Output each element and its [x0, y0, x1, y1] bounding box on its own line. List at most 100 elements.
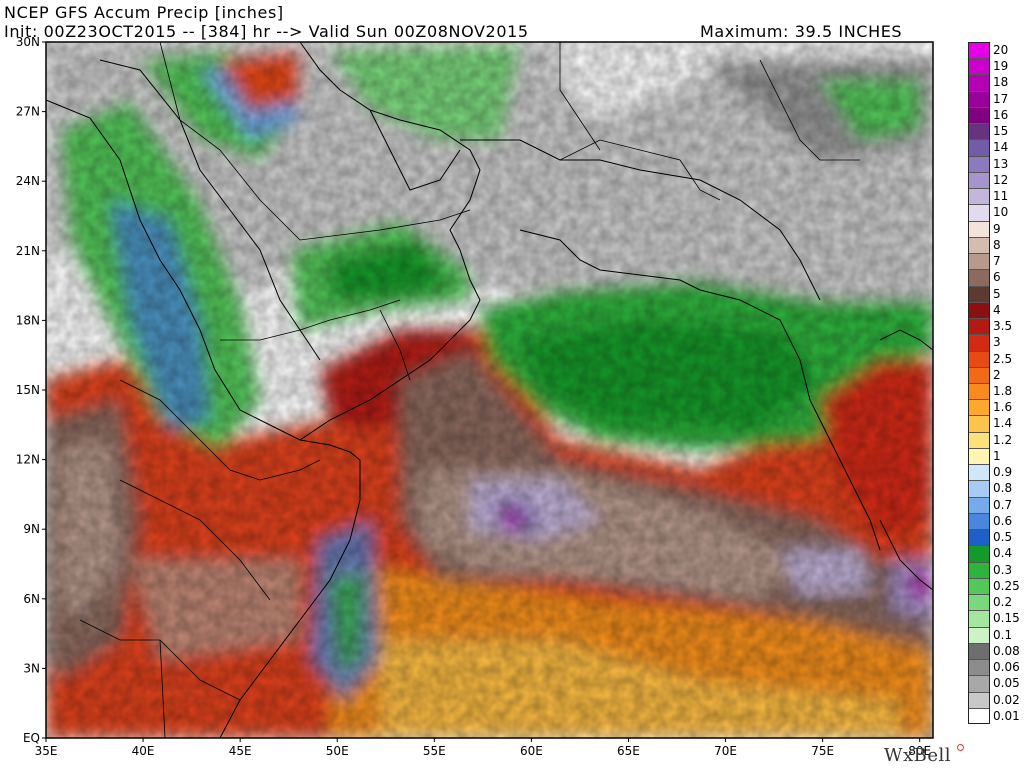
colorbar-label: 5 — [993, 286, 1001, 301]
colorbar-level: 9 — [968, 220, 1024, 237]
colorbar-swatch — [968, 626, 990, 643]
colorbar-level: 8 — [968, 236, 1024, 254]
lon-label: 35E — [35, 744, 58, 758]
lon-label: 45E — [229, 744, 252, 758]
lon-label: 75E — [811, 744, 834, 758]
colorbar-swatch — [968, 399, 990, 416]
colorbar-swatch — [968, 529, 990, 546]
lat-label: 18N — [16, 313, 40, 327]
colorbar-level: 12 — [968, 171, 1024, 189]
colorbar-label: 12 — [993, 172, 1009, 187]
colorbar-label: 0.05 — [993, 676, 1020, 691]
colorbar-label: 0.6 — [993, 513, 1013, 528]
colorbar-swatch — [968, 512, 990, 530]
lat-label: 24N — [16, 174, 40, 188]
colorbar-level: 4 — [968, 301, 1024, 319]
colorbar-level: 3 — [968, 334, 1024, 351]
colorbar-level: 0.08 — [968, 642, 1024, 660]
colorbar-label: 0.3 — [993, 562, 1013, 577]
colorbar-swatch — [968, 301, 990, 319]
colorbar-swatch — [968, 545, 990, 562]
lon-label: 50E — [326, 744, 349, 758]
political-borders — [79, 41, 860, 739]
colorbar-level: 0.25 — [968, 577, 1024, 595]
colorbar-level: 0.6 — [968, 512, 1024, 530]
colorbar-swatch — [968, 383, 990, 400]
colorbar-swatch — [968, 188, 990, 205]
colorbar-label: 15 — [993, 124, 1009, 139]
colorbar-swatch — [968, 285, 990, 302]
coastlines — [45, 41, 934, 739]
logo-mark-icon — [957, 744, 964, 751]
colorbar-swatch — [968, 480, 990, 497]
lat-label: EQ — [23, 731, 40, 745]
colorbar-level: 0.15 — [968, 610, 1024, 627]
colorbar-label: 1 — [993, 448, 1001, 463]
colorbar-label: 0.4 — [993, 546, 1013, 561]
colorbar-label: 0.1 — [993, 627, 1013, 642]
colorbar-swatch — [968, 123, 990, 140]
lon-label: 40E — [132, 744, 155, 758]
colorbar-swatch — [968, 415, 990, 432]
colorbar-level: 0.3 — [968, 561, 1024, 578]
precip-field — [46, 42, 933, 738]
colorbar-label: 0.06 — [993, 660, 1020, 675]
maximum-label: Maximum: 39.5 INCHES — [700, 22, 903, 41]
colorbar-label: 0.01 — [993, 708, 1020, 723]
colorbar-level: 20 — [968, 42, 1024, 59]
lat-label: 27N — [16, 105, 40, 119]
colorbar-label: 14 — [993, 140, 1009, 155]
init-valid-line: Init: 00Z23OCT2015 -- [384] hr --> Valid… — [4, 22, 529, 41]
colorbar: 20 19 18 17 16 15 14 13 12 11 10 9 8 7 6 5 4 3.5 3 2.5 2 1.8 1… — [968, 42, 1024, 724]
colorbar-level: 2 — [968, 366, 1024, 383]
colorbar-level: 3.5 — [968, 318, 1024, 335]
colorbar-level: 1.4 — [968, 415, 1024, 432]
colorbar-level: 0.4 — [968, 545, 1024, 562]
colorbar-label: 10 — [993, 205, 1009, 220]
colorbar-swatch — [968, 42, 990, 59]
colorbar-level: 1 — [968, 447, 1024, 465]
colorbar-label: 0.9 — [993, 465, 1013, 480]
colorbar-level: 11 — [968, 188, 1024, 205]
colorbar-swatch — [968, 447, 990, 465]
colorbar-level: 16 — [968, 106, 1024, 124]
lat-label: 3N — [23, 661, 40, 675]
colorbar-label: 17 — [993, 91, 1009, 106]
colorbar-level: 0.01 — [968, 707, 1024, 724]
colorbar-swatch — [968, 366, 990, 383]
colorbar-label: 13 — [993, 156, 1009, 171]
colorbar-swatch — [968, 594, 990, 611]
lat-label: 6N — [23, 592, 40, 606]
colorbar-label: 0.15 — [993, 611, 1020, 626]
colorbar-label: 0.08 — [993, 643, 1020, 658]
colorbar-label: 0.02 — [993, 692, 1020, 707]
colorbar-label: 0.7 — [993, 497, 1013, 512]
colorbar-swatch — [968, 659, 990, 676]
colorbar-swatch — [968, 707, 990, 724]
colorbar-level: 6 — [968, 269, 1024, 286]
colorbar-swatch — [968, 253, 990, 270]
colorbar-level: 13 — [968, 155, 1024, 172]
colorbar-level: 0.9 — [968, 464, 1024, 481]
colorbar-level: 15 — [968, 123, 1024, 140]
colorbar-label: 4 — [993, 302, 1001, 317]
colorbar-label: 8 — [993, 237, 1001, 252]
lon-label: 70E — [714, 744, 737, 758]
colorbar-level: 1.2 — [968, 431, 1024, 448]
colorbar-level: 18 — [968, 74, 1024, 91]
colorbar-level: 1.6 — [968, 399, 1024, 416]
lat-label: 30N — [16, 35, 40, 49]
colorbar-level: 0.06 — [968, 659, 1024, 676]
lat-label: 9N — [23, 522, 40, 536]
colorbar-label: 1.4 — [993, 416, 1013, 431]
colorbar-level: 1.8 — [968, 383, 1024, 400]
colorbar-swatch — [968, 204, 990, 221]
map-title: NCEP GFS Accum Precip [inches] — [4, 3, 284, 22]
lat-label: 12N — [16, 453, 40, 467]
colorbar-swatch — [968, 220, 990, 237]
colorbar-label: 2 — [993, 367, 1001, 382]
lon-label: 60E — [520, 744, 543, 758]
colorbar-swatch — [968, 106, 990, 124]
colorbar-swatch — [968, 269, 990, 286]
